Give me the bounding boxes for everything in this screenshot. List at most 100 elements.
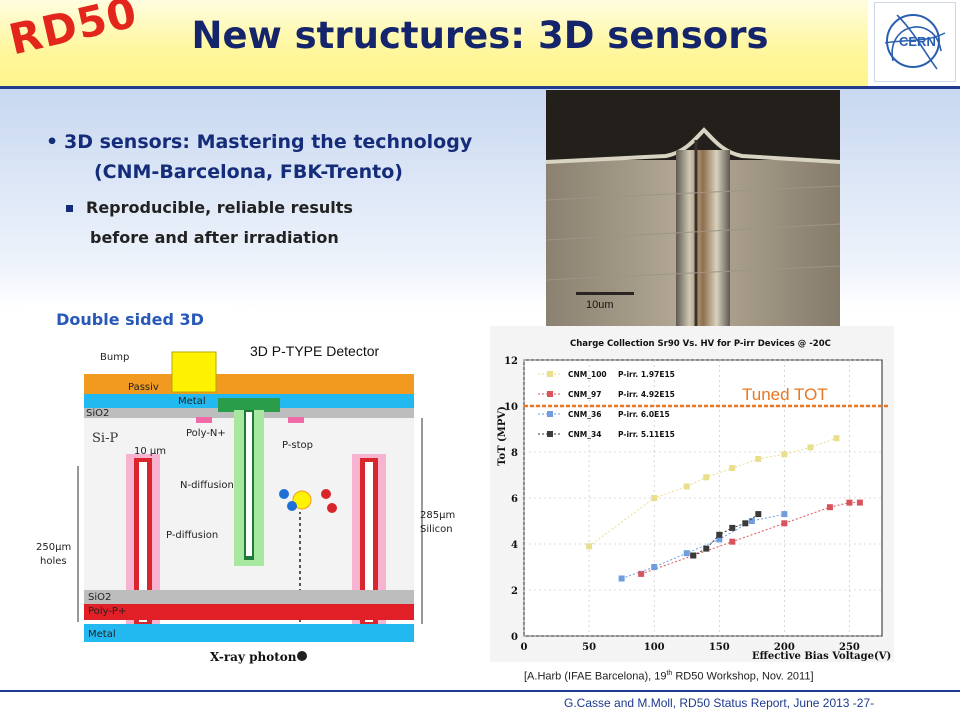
data-point (833, 435, 840, 442)
chart-frame (523, 359, 883, 637)
data-point (781, 520, 788, 527)
bullet-dot: • (46, 131, 59, 153)
data-point (586, 543, 593, 550)
hole-icon (321, 489, 331, 499)
p-column-right-core (365, 462, 373, 622)
caption-suffix: RD50 Workshop, Nov. 2011] (672, 670, 814, 683)
data-point (651, 495, 658, 501)
poly-n-pad (196, 417, 212, 423)
data-point (703, 474, 710, 481)
label-xray-photon: X-ray photon (210, 650, 297, 664)
data-point (703, 545, 710, 552)
label-metal-top: Metal (178, 396, 206, 407)
title-band (0, 0, 868, 86)
label-poly-p: Poly-P+ (88, 606, 126, 617)
n-column-cap (218, 398, 280, 412)
chart-ytick-label: 2 (511, 586, 518, 597)
chart-xtick-label: 0 (521, 642, 528, 653)
electron-icon (279, 489, 289, 499)
data-point (716, 536, 723, 543)
cern-logo: CERN (874, 2, 956, 82)
chart-ytick-label: 12 (504, 356, 518, 367)
chart-xtick-label: 200 (774, 642, 795, 653)
data-point (638, 570, 645, 577)
chart-ytick-label: 6 (511, 494, 518, 505)
data-point (856, 499, 863, 506)
passiv-layer (84, 374, 414, 396)
label-holes: holes (40, 556, 67, 567)
data-point (651, 564, 658, 570)
chart-title: Charge Collection Sr90 Vs. HV for P-irr … (570, 339, 831, 349)
label-si-p: Si-P (92, 431, 118, 446)
label-p-diffusion: P-diffusion (166, 530, 218, 541)
chart-xtick-label: 250 (839, 642, 860, 653)
cern-logo-text: CERN (899, 34, 936, 49)
data-point (755, 455, 762, 462)
microscope-photo: 10um (546, 90, 840, 330)
radiation-icon (297, 651, 307, 661)
data-point (781, 451, 788, 458)
data-point (618, 575, 625, 582)
chart-ytick-label: 4 (511, 540, 518, 551)
data-point (846, 499, 853, 506)
chart-ylabel: ToT (MPV) (497, 406, 508, 466)
label-holes-depth: 250µm (36, 542, 71, 553)
data-point (729, 538, 736, 545)
legend-marker (547, 411, 553, 417)
legend-series-fluence: P-irr. 6.0E15 (618, 410, 670, 419)
scale-label: 10um (586, 299, 614, 311)
detector-diagram: 3D P-TYPE Detector Bump Passiv Metal SiO… (30, 338, 458, 668)
chart-ytick-label: 0 (511, 632, 518, 643)
data-point (729, 524, 736, 531)
chart-xlabel: Effective Bias Voltage(V) (752, 651, 891, 662)
sub-bullet-line2: before and after irradiation (90, 228, 339, 247)
series-line-CNM_36 (621, 513, 785, 579)
legend-series-name: CNM_97 (568, 390, 601, 399)
data-point (716, 531, 723, 538)
metal-bottom-layer (84, 624, 414, 642)
data-point (748, 518, 755, 524)
p-column-left-core (139, 462, 147, 622)
data-point (826, 504, 833, 511)
data-point (781, 511, 788, 518)
footer-divider (0, 690, 960, 692)
legend-series-name: CNM_34 (568, 430, 601, 439)
xray-interaction-icon (292, 490, 312, 510)
citation-caption: [A.Harb (IFAE Barcelona), 19th RD50 Work… (524, 670, 814, 683)
sio2-bottom-layer (84, 590, 414, 604)
chart-xtick-label: 50 (582, 642, 596, 653)
cern-logo-icon: CERN (884, 14, 946, 70)
label-n-diffusion: N-diffusion (180, 480, 234, 491)
label-poly-n: Poly-N+ (186, 428, 226, 439)
detector-title: 3D P-TYPE Detector (250, 343, 379, 359)
data-point (755, 511, 762, 518)
label-sio2-bottom: SiO2 (88, 592, 111, 603)
legend-marker (547, 431, 553, 437)
chart-ytick-label: 10 (504, 402, 518, 413)
legend-marker (547, 391, 553, 397)
data-point (690, 552, 697, 559)
tuned-tot-label: Tuned TOT (742, 385, 828, 404)
data-point (729, 465, 736, 472)
title-divider (0, 86, 960, 89)
legend-series-fluence: P-irr. 5.11E15 (618, 430, 675, 439)
label-silicon-depth: 285µm (420, 510, 455, 521)
legend-series-fluence: P-irr. 4.92E15 (618, 390, 675, 399)
chart-ytick-label: 8 (511, 448, 518, 459)
tot-chart: Charge Collection Sr90 Vs. HV for P-irr … (490, 326, 894, 662)
data-point (683, 550, 690, 557)
bullet-main-line1: 3D sensors: Mastering the technology (64, 131, 473, 153)
hole-icon-2 (327, 503, 337, 513)
double-sided-label: Double sided 3D (26, 303, 234, 337)
scale-bar (576, 292, 634, 295)
label-p-stop: P-stop (282, 440, 313, 451)
label-bump: Bump (100, 352, 129, 363)
legend-marker (547, 371, 553, 377)
data-point (742, 520, 749, 527)
footer-text: G.Casse and M.Moll, RD50 Status Report, … (564, 696, 875, 710)
tot-chart-svg: Charge Collection Sr90 Vs. HV for P-irr … (497, 339, 891, 662)
legend-series-name: CNM_36 (568, 410, 601, 419)
sub-bullet-line1: Reproducible, reliable results (86, 198, 353, 217)
poly-p-layer (84, 604, 414, 620)
bullet-main-line2: (CNM-Barcelona, FBK-Trento) (94, 161, 403, 183)
